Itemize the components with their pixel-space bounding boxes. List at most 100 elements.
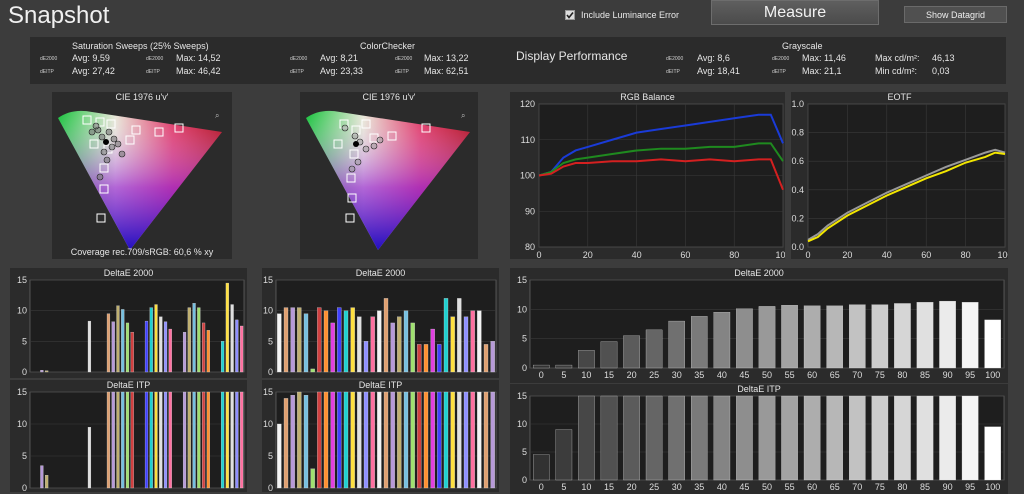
bar: [317, 307, 322, 373]
cc-deitp-chart: DeltaE ITP 0 5 10 15: [262, 380, 499, 492]
bar: [40, 465, 44, 489]
bar: [397, 391, 402, 489]
bar: [202, 391, 206, 489]
bar: [443, 391, 449, 489]
cie-diagram: ⌕ Coverage rec.709/sRGB: 60,6 % xy: [58, 110, 222, 257]
bar: [87, 427, 92, 489]
x-tick-label: 65: [830, 370, 840, 380]
bar: [235, 319, 239, 373]
x-tick-label: 80: [961, 250, 971, 259]
bar: [713, 395, 731, 481]
bar: [40, 370, 44, 373]
y-tick-label: 0.2: [791, 213, 804, 223]
x-tick-label: 35: [694, 370, 704, 380]
bar: [691, 395, 708, 481]
bar: [961, 302, 979, 369]
bar: [463, 391, 469, 489]
x-tick-label: 75: [875, 370, 885, 380]
series-line: [807, 148, 1006, 241]
x-tick-label: 80: [897, 482, 907, 492]
bar: [645, 395, 663, 481]
x-tick-label: 20: [842, 250, 852, 259]
y-tick-label: 0: [22, 483, 27, 492]
y-tick-label: 10: [263, 306, 273, 316]
x-tick-label: 100: [997, 250, 1008, 259]
bar: [130, 331, 134, 373]
x-tick-label: 5: [561, 482, 566, 492]
y-tick-label: 15: [517, 275, 527, 285]
bar: [159, 316, 163, 373]
y-tick-label: 5: [268, 451, 273, 461]
x-tick-label: 55: [785, 370, 795, 380]
cc-de-label: dE2000: [290, 56, 308, 62]
bar: [758, 306, 776, 369]
x-tick-label: 70: [852, 370, 862, 380]
bar: [390, 322, 395, 373]
x-tick-label: 15: [604, 370, 614, 380]
gs-de2000-plot: 0 5 10 15 0 5 10 15 20 25 30 35 40 45 50 55 60 65 70 75 80 85…: [517, 275, 1005, 380]
series-line: [538, 158, 784, 191]
bar: [290, 307, 295, 373]
bar: [317, 391, 322, 489]
bar: [283, 307, 289, 373]
bar: [736, 395, 753, 481]
bar: [163, 321, 168, 373]
sat-itp-label-2: dEITP: [146, 69, 160, 75]
gs-de-avg: Avg: 8,6: [697, 53, 730, 63]
bar: [443, 298, 449, 373]
bar: [623, 395, 640, 481]
y-tick-label: 1.0: [791, 99, 804, 109]
eotf-plot: 0.0 0.2 0.4 0.6 0.8 1.0 0 20 40 60 80 100: [791, 99, 1008, 259]
bar: [330, 322, 335, 373]
cc-de-label-2: dE2000: [395, 56, 413, 62]
gs-itp-label-2: dEITP: [772, 69, 786, 75]
sat-deitp-plot: 0 5 10 15: [17, 387, 245, 492]
x-tick-label: 25: [649, 482, 659, 492]
y-tick-label: 0: [522, 363, 527, 373]
bar: [668, 395, 685, 481]
bar: [163, 391, 168, 489]
y-tick-label: 5: [22, 451, 27, 461]
x-tick-label: 0: [536, 250, 541, 259]
checkmark-icon: [565, 10, 575, 20]
bar: [303, 313, 309, 373]
x-tick-label: 0: [805, 250, 810, 259]
bar: [430, 391, 435, 489]
x-tick-label: 10: [581, 482, 591, 492]
cc-de2000-plot: 0 5 10 15: [263, 275, 497, 377]
bar: [337, 307, 342, 373]
bar: [403, 310, 409, 373]
bar: [240, 325, 244, 373]
sat-de-label-2: dE2000: [146, 56, 164, 62]
cie-title: CIE 1976 u'v': [115, 92, 169, 102]
grayscale-title: Grayscale: [782, 41, 823, 51]
bar: [849, 304, 866, 369]
x-tick-label: 80: [897, 370, 907, 380]
min-luminance-value: 0,03: [932, 66, 950, 76]
y-tick-label: 10: [17, 419, 27, 429]
bar: [125, 322, 130, 373]
sat-de-label: dE2000: [40, 56, 58, 62]
bar: [871, 395, 889, 481]
x-tick-label: 85: [920, 482, 930, 492]
bar: [377, 391, 382, 489]
y-tick-label: 0: [268, 367, 273, 377]
x-tick-label: 55: [785, 482, 795, 492]
cc-de2000-chart: DeltaE 2000 0 5 10 15: [262, 268, 499, 378]
display-performance-title: Display Performance: [516, 49, 628, 63]
measure-button[interactable]: Measure: [711, 0, 879, 25]
bar: [803, 395, 821, 481]
include-luminance-checkbox[interactable]: Include Luminance Error: [565, 10, 679, 20]
gs-de-max: Max: 11,46: [802, 53, 846, 63]
bar: [277, 423, 282, 489]
bar: [187, 307, 191, 373]
bar: [410, 391, 415, 489]
bar: [871, 304, 889, 369]
cc-deitp-plot: 0 5 10 15: [263, 387, 497, 492]
bar: [149, 307, 153, 373]
y-tick-label: 10: [263, 419, 273, 429]
show-datagrid-button[interactable]: Show Datagrid: [904, 6, 1007, 23]
bar: [144, 320, 149, 373]
x-tick-label: 20: [583, 250, 593, 259]
gs-itp-max: Max: 21,1: [802, 66, 842, 76]
